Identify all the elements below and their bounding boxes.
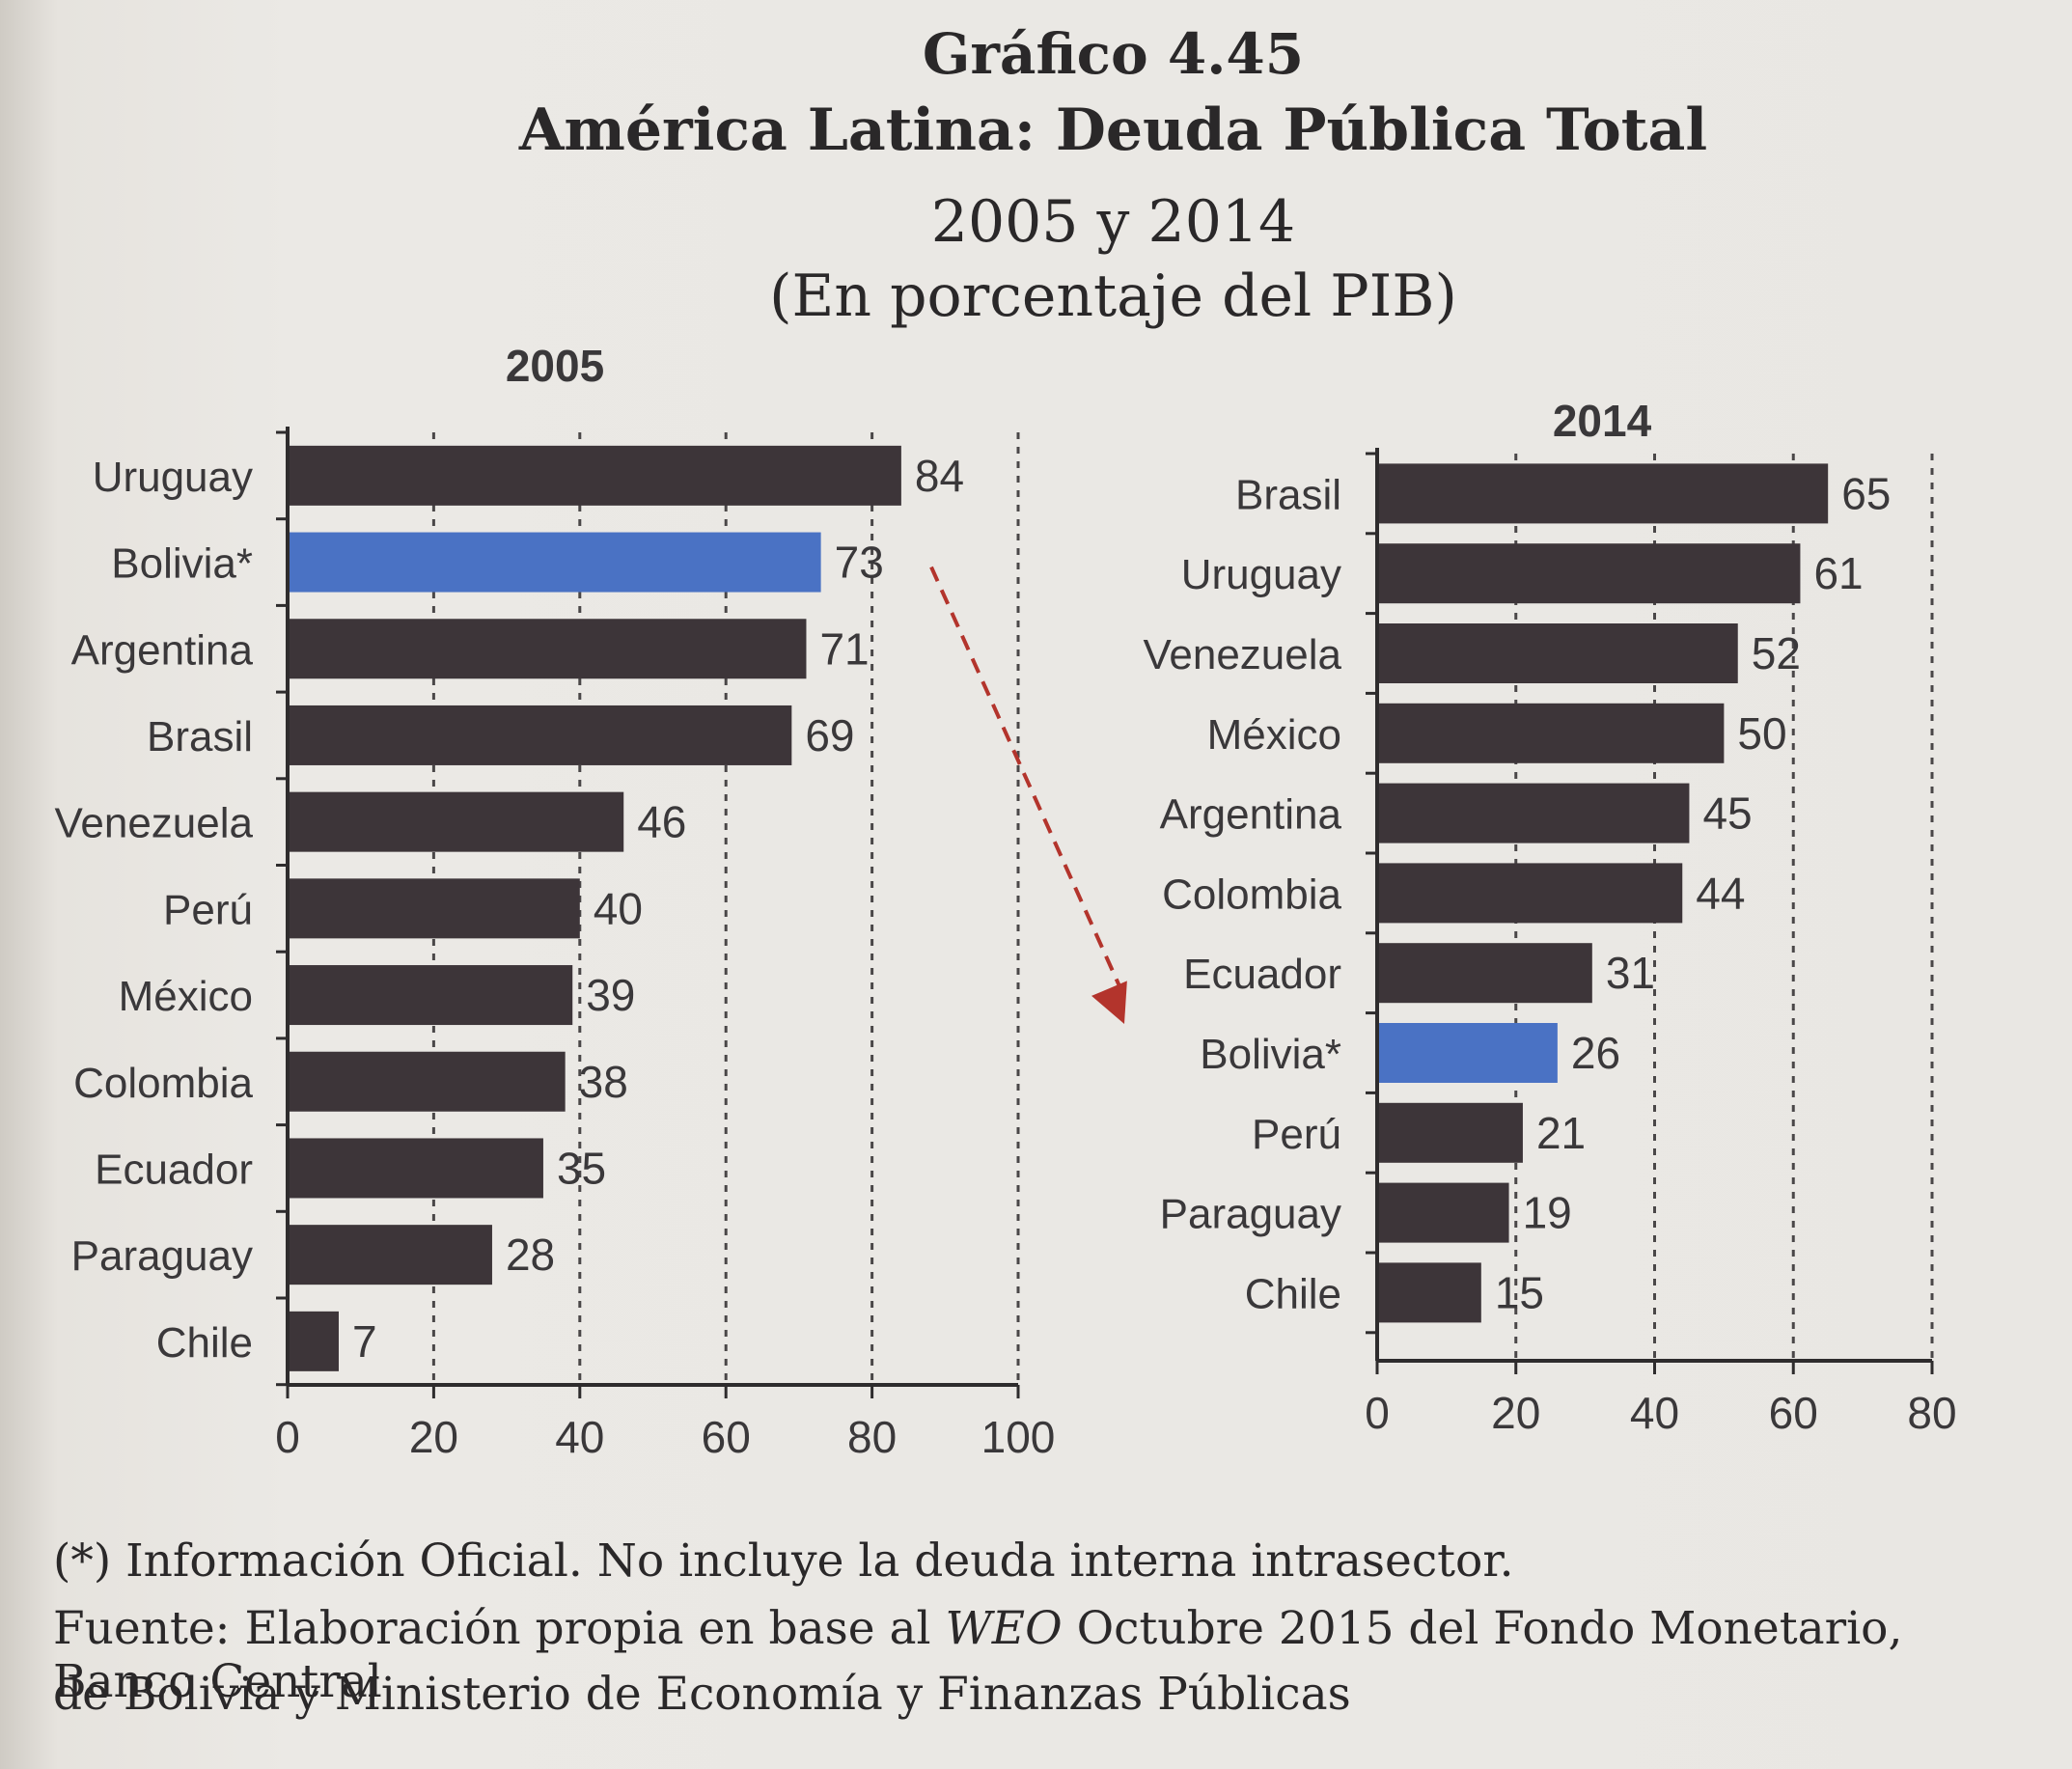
value-label-uruguay: 61 — [1813, 548, 1863, 598]
value-label-mexico: 50 — [1737, 708, 1786, 759]
bar-venezuela — [288, 791, 624, 852]
value-label-chile: 7 — [352, 1316, 377, 1367]
category-label-mexico: México — [1207, 711, 1341, 759]
category-label-argentina: Argentina — [71, 626, 254, 674]
bar-ecuador — [288, 1138, 543, 1199]
source-weo: WEO — [945, 1602, 1063, 1655]
bar-paraguay — [1377, 1182, 1509, 1243]
value-label-ecuador: 31 — [1606, 948, 1655, 998]
x-tick-label-40: 40 — [1630, 1388, 1679, 1438]
category-label-paraguay: Paraguay — [71, 1232, 253, 1280]
category-label-mexico: México — [119, 973, 253, 1020]
category-label-venezuela: Venezuela — [1143, 631, 1341, 678]
category-label-brasil: Brasil — [1235, 471, 1341, 518]
bar-mexico — [1377, 703, 1725, 763]
arrow-head — [1091, 981, 1127, 1024]
x-tick-label-40: 40 — [555, 1412, 604, 1462]
bar-colombia — [1377, 863, 1683, 924]
category-label-bolivia: Bolivia* — [1200, 1031, 1341, 1078]
source-suffix: Octubre 2015 del Fondo Monetario, Banco … — [53, 1602, 1903, 1708]
category-label-uruguay: Uruguay — [1181, 551, 1341, 598]
bar-venezuela — [1377, 623, 1738, 683]
value-label-brasil: 69 — [805, 710, 854, 760]
bar-argentina — [1377, 783, 1690, 843]
bar-ecuador — [1377, 943, 1592, 1004]
value-label-peru: 40 — [594, 883, 643, 933]
value-label-argentina: 45 — [1702, 788, 1752, 839]
chart-title-2005: 2005 — [506, 341, 604, 391]
value-label-colombia: 44 — [1696, 868, 1745, 918]
chart-2014: 2014 Brasil 65 Uruguay 61 Venezuela 52 México 50… — [1143, 396, 1956, 1438]
category-label-ecuador: Ecuador — [95, 1146, 253, 1193]
bar-chile — [288, 1311, 339, 1371]
bar-brasil — [1377, 463, 1829, 524]
category-label-chile: Chile — [156, 1319, 253, 1367]
figure-number: Gráfico 4.45 — [922, 21, 1305, 87]
arrow-line — [929, 566, 1126, 998]
source-line-2: de Bolivia y Ministerio de Economía y Fi… — [53, 1668, 1351, 1721]
value-label-chile: 15 — [1495, 1267, 1544, 1317]
bar-chile — [1377, 1262, 1481, 1323]
category-label-ecuador: Ecuador — [1183, 951, 1341, 998]
value-label-bolivia: 73 — [835, 538, 884, 588]
x-tick-label-60: 60 — [702, 1412, 751, 1462]
value-label-uruguay: 84 — [915, 451, 964, 501]
x-tick-label-20: 20 — [1491, 1388, 1540, 1438]
value-label-brasil: 65 — [1841, 468, 1891, 518]
category-label-paraguay: Paraguay — [1160, 1191, 1341, 1238]
source-line-1: Fuente: Elaboración propia en base al WE… — [53, 1602, 1983, 1708]
value-label-ecuador: 35 — [557, 1143, 606, 1193]
bar-uruguay — [1377, 543, 1801, 604]
value-label-paraguay: 28 — [506, 1230, 555, 1280]
bar-mexico — [288, 965, 573, 1026]
x-tick-label-100: 100 — [981, 1412, 1056, 1462]
figure-years: 2005 y 2014 — [930, 188, 1296, 256]
bar-peru — [1377, 1102, 1523, 1163]
category-label-peru: Perú — [163, 886, 253, 933]
x-tick-label-20: 20 — [409, 1412, 458, 1462]
chart-title-2014: 2014 — [1553, 396, 1652, 446]
x-tick-label-0: 0 — [1365, 1388, 1390, 1438]
trend-arrow — [929, 566, 1127, 1024]
value-label-paraguay: 19 — [1523, 1188, 1572, 1238]
bar-paraguay — [288, 1225, 492, 1285]
value-label-mexico: 39 — [586, 970, 635, 1020]
figure-units: (En porcentaje del PIB) — [769, 263, 1457, 330]
category-label-brasil: Brasil — [147, 713, 253, 760]
chart-2005: 2005 Uruguay 84 Bolivia* 73 Argentina 71 Brasil… — [54, 341, 1055, 1462]
value-label-bolivia: 26 — [1571, 1028, 1620, 1078]
value-label-colombia: 38 — [579, 1057, 628, 1107]
category-label-chile: Chile — [1245, 1270, 1341, 1317]
category-label-argentina: Argentina — [1160, 791, 1342, 839]
value-label-peru: 21 — [1536, 1108, 1586, 1158]
figure-title: América Latina: Deuda Pública Total — [518, 97, 1708, 164]
x-tick-label-0: 0 — [275, 1412, 300, 1462]
bar-argentina — [288, 619, 807, 679]
bar-brasil — [288, 705, 792, 765]
bar-bolivia — [1377, 1023, 1558, 1083]
bar-bolivia — [288, 532, 821, 593]
category-label-colombia: Colombia — [73, 1060, 253, 1107]
value-label-venezuela: 46 — [637, 797, 686, 847]
bar-peru — [288, 878, 580, 939]
x-tick-label-80: 80 — [1907, 1388, 1956, 1438]
bar-uruguay — [288, 445, 901, 506]
x-tick-label-80: 80 — [847, 1412, 897, 1462]
category-label-peru: Perú — [1252, 1111, 1341, 1158]
category-label-venezuela: Venezuela — [54, 800, 253, 847]
source-prefix: Fuente: Elaboración propia en base al — [53, 1602, 946, 1655]
x-tick-label-60: 60 — [1769, 1388, 1818, 1438]
footnote: (*) Información Oficial. No incluye la d… — [53, 1534, 1514, 1588]
category-label-colombia: Colombia — [1162, 871, 1341, 918]
bar-colombia — [288, 1051, 566, 1112]
category-label-bolivia: Bolivia* — [111, 540, 253, 588]
value-label-venezuela: 52 — [1752, 628, 1801, 678]
category-label-uruguay: Uruguay — [93, 454, 253, 501]
value-label-argentina: 71 — [819, 623, 869, 674]
